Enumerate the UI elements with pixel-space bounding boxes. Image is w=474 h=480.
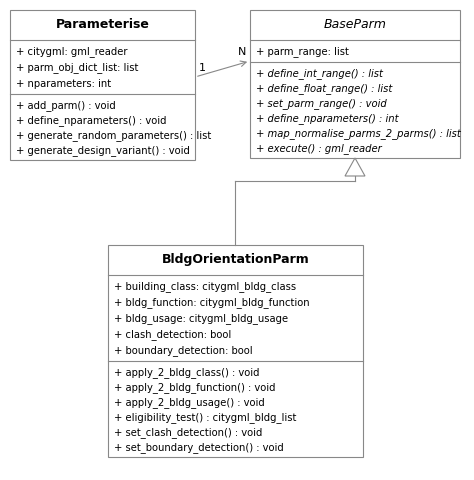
Polygon shape (345, 158, 365, 176)
Bar (108, 245, 363, 457)
Text: + set_clash_detection() : void: + set_clash_detection() : void (114, 427, 263, 438)
Text: + citygml: gml_reader: + citygml: gml_reader (16, 47, 128, 58)
Text: + bldg_usage: citygml_bldg_usage: + bldg_usage: citygml_bldg_usage (114, 313, 288, 324)
Text: + define_int_range() : list: + define_int_range() : list (256, 68, 383, 79)
Text: + map_normalise_parms_2_parms() : list: + map_normalise_parms_2_parms() : list (256, 128, 461, 139)
Text: + generate_random_parameters() : list: + generate_random_parameters() : list (16, 130, 211, 141)
Text: + apply_2_bldg_usage() : void: + apply_2_bldg_usage() : void (114, 397, 265, 408)
Text: + define_nparameters() : void: + define_nparameters() : void (16, 115, 166, 126)
Text: + boundary_detection: bool: + boundary_detection: bool (114, 346, 253, 357)
Text: BldgOrientationParm: BldgOrientationParm (162, 253, 310, 266)
Text: + set_boundary_detection() : void: + set_boundary_detection() : void (114, 442, 284, 453)
Text: + nparameters: int: + nparameters: int (16, 79, 111, 89)
Text: + set_parm_range() : void: + set_parm_range() : void (256, 98, 387, 109)
Bar (250, 10, 460, 158)
Text: 1: 1 (199, 63, 206, 73)
Text: BaseParm: BaseParm (324, 19, 386, 32)
Text: + generate_design_variant() : void: + generate_design_variant() : void (16, 145, 190, 156)
Text: N: N (237, 47, 246, 57)
Text: + execute() : gml_reader: + execute() : gml_reader (256, 143, 382, 154)
Text: + parm_obj_dict_list: list: + parm_obj_dict_list: list (16, 62, 138, 73)
Text: + bldg_function: citygml_bldg_function: + bldg_function: citygml_bldg_function (114, 298, 310, 309)
Text: + apply_2_bldg_function() : void: + apply_2_bldg_function() : void (114, 382, 275, 393)
Text: Parameterise: Parameterise (55, 19, 149, 32)
Text: + building_class: citygml_bldg_class: + building_class: citygml_bldg_class (114, 282, 296, 292)
Text: + add_parm() : void: + add_parm() : void (16, 100, 116, 111)
Text: + define_float_range() : list: + define_float_range() : list (256, 83, 392, 94)
Text: + parm_range: list: + parm_range: list (256, 47, 349, 58)
Text: + eligibility_test() : citygml_bldg_list: + eligibility_test() : citygml_bldg_list (114, 412, 296, 423)
Text: + apply_2_bldg_class() : void: + apply_2_bldg_class() : void (114, 367, 259, 378)
Bar (10, 10, 195, 160)
Text: + define_nparameters() : int: + define_nparameters() : int (256, 113, 399, 124)
Text: + clash_detection: bool: + clash_detection: bool (114, 330, 231, 340)
